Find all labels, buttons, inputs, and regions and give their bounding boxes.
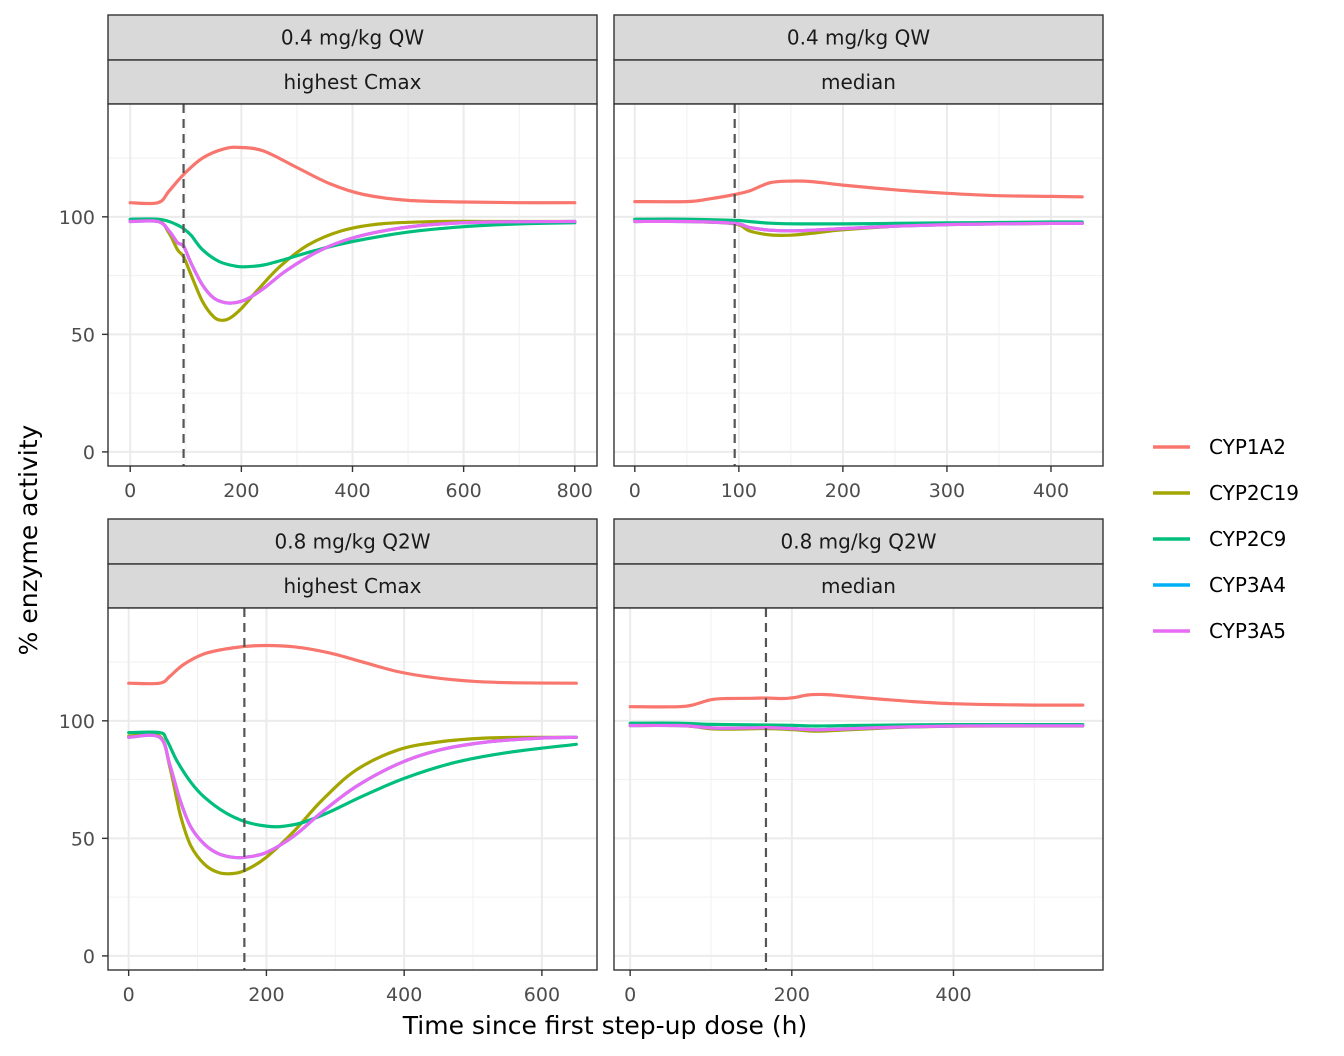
- x-tick-label: 400: [334, 480, 370, 502]
- series-line-cyp2c9: [128, 217, 577, 269]
- strip-top-box: [613, 518, 1104, 565]
- legend-item-cyp2c9: CYP2C9: [1153, 527, 1286, 551]
- legend-label-cyp2c9: CYP2C9: [1209, 527, 1286, 551]
- panel-border: [613, 103, 1104, 467]
- x-axis-title: Time since first step-up dose (h): [402, 1011, 807, 1040]
- strip-top-label: 0.4 mg/kg QW: [281, 26, 424, 50]
- series-line-cyp3a5: [127, 733, 578, 860]
- gridlines: [614, 608, 1103, 970]
- x-tick-label: 200: [825, 480, 861, 502]
- x-tick-label: 0: [124, 480, 136, 502]
- series-line-cyp1a2: [633, 179, 1084, 204]
- x-tick-label: 300: [929, 480, 965, 502]
- gridlines: [108, 104, 597, 466]
- strip-top-label: 0.8 mg/kg Q2W: [781, 530, 937, 554]
- strip-top-box: [613, 14, 1104, 61]
- y-tick-label: 100: [59, 207, 95, 229]
- strip-bottom-box: [107, 59, 598, 105]
- x-tick-label: 200: [774, 984, 810, 1006]
- legend-item-cyp1a2: CYP1A2: [1153, 435, 1286, 459]
- gridlines: [614, 104, 1103, 466]
- y-tick-label: 50: [71, 324, 95, 346]
- x-tick-label: 600: [524, 984, 560, 1006]
- strip-top-box: [107, 518, 598, 565]
- strip-top-label: 0.4 mg/kg QW: [787, 26, 930, 50]
- facet-panels: 0.4 mg/kg QW highest Cmax 0 200 400 600 800 0 50…: [59, 14, 1104, 1006]
- series-line-cyp2c9: [127, 730, 578, 829]
- strip-top-box: [107, 14, 598, 61]
- series-group: [628, 692, 1085, 733]
- series-group: [127, 643, 578, 876]
- y-tick-label: 0: [83, 442, 95, 464]
- x-tick-label: 100: [721, 480, 757, 502]
- series-line-cyp3a5: [128, 219, 577, 305]
- series-line-cyp1a2: [127, 643, 578, 686]
- strip-bottom-label: median: [821, 70, 896, 94]
- x-tick-label: 0: [123, 984, 135, 1006]
- x-tick-label: 0: [624, 984, 636, 1006]
- panel-border: [107, 607, 598, 971]
- gridlines: [108, 608, 597, 970]
- series-group: [633, 179, 1084, 237]
- strip-top-label: 0.8 mg/kg Q2W: [275, 530, 431, 554]
- x-tick-label: 200: [248, 984, 284, 1006]
- legend-label-cyp3a5: CYP3A5: [1209, 619, 1286, 643]
- legend-label-cyp3a4: CYP3A4: [1209, 573, 1286, 597]
- x-tick-label: 400: [935, 984, 971, 1006]
- x-tick-label: 0: [629, 480, 641, 502]
- legend-label-cyp1a2: CYP1A2: [1209, 435, 1286, 459]
- series-line-cyp2c19: [128, 217, 577, 322]
- x-tick-label: 600: [446, 480, 482, 502]
- facet-panel-1: 0.4 mg/kg QW highest Cmax 0 200 400 600 800 0 50…: [59, 14, 598, 502]
- strip-bottom-label: median: [821, 574, 896, 598]
- strip-bottom-label: highest Cmax: [283, 574, 421, 598]
- legend-item-cyp3a4: CYP3A4: [1153, 573, 1286, 597]
- legend: CYP1A2 CYP2C19 CYP2C9 CYP3A4 CYP3A5: [1153, 435, 1299, 643]
- legend-item-cyp3a5: CYP3A5: [1153, 619, 1286, 643]
- series-line-cyp1a2: [628, 692, 1085, 709]
- y-axis-title: % enzyme activity: [14, 424, 43, 655]
- series-line-cyp1a2: [128, 145, 577, 206]
- strip-bottom-box: [613, 59, 1104, 105]
- facet-panel-3: 0.8 mg/kg Q2W highest Cmax 0 200 400 600 0 50 10…: [59, 518, 598, 1006]
- x-tick-label: 400: [386, 984, 422, 1006]
- x-tick-label: 800: [557, 480, 593, 502]
- facet-panel-2: 0.4 mg/kg QW median 0 100 200 300 400: [613, 14, 1104, 502]
- series-line-cyp3a5: [628, 723, 1085, 732]
- facet-panel-4: 0.8 mg/kg Q2W median 0 200 400: [613, 518, 1104, 1006]
- x-tick-label: 400: [1033, 480, 1069, 502]
- series-group: [128, 145, 577, 322]
- y-tick-label: 0: [83, 946, 95, 968]
- panel-background: [614, 104, 1103, 466]
- y-tick-label: 50: [71, 828, 95, 850]
- series-line-cyp3a5: [633, 219, 1084, 233]
- strip-bottom-label: highest Cmax: [283, 70, 421, 94]
- x-tick-label: 200: [223, 480, 259, 502]
- legend-label-cyp2c19: CYP2C19: [1209, 481, 1299, 505]
- y-tick-label: 100: [59, 711, 95, 733]
- series-line-cyp2c19: [127, 732, 578, 876]
- legend-item-cyp2c19: CYP2C19: [1153, 481, 1299, 505]
- panel-border: [613, 607, 1104, 971]
- panel-background: [614, 608, 1103, 970]
